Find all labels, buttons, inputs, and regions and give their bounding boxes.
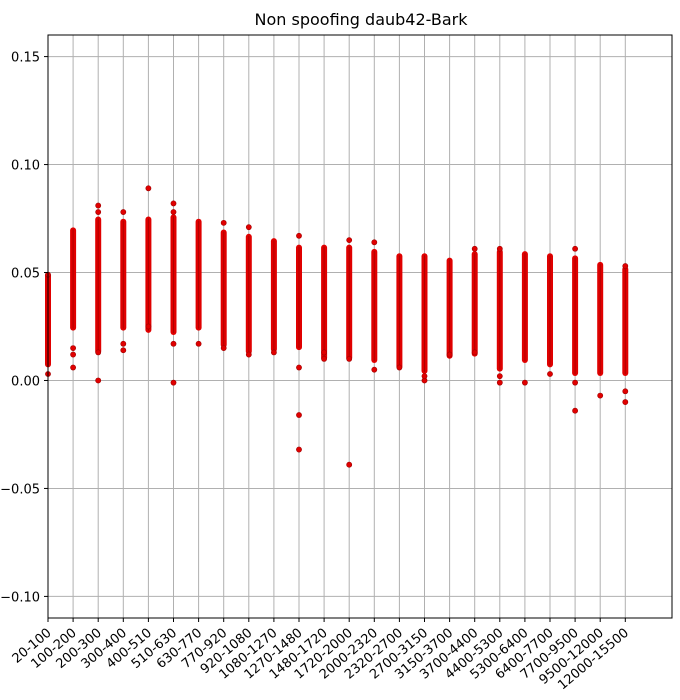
data-point bbox=[622, 388, 629, 395]
data-point bbox=[371, 239, 378, 246]
data-point bbox=[296, 446, 302, 453]
data-point bbox=[95, 349, 102, 356]
data-point bbox=[496, 245, 503, 252]
y-tick-label: −0.10 bbox=[0, 590, 40, 605]
data-point bbox=[170, 340, 177, 347]
data-point bbox=[346, 355, 353, 362]
data-point bbox=[70, 345, 76, 351]
data-point bbox=[245, 351, 252, 358]
y-tick-label: 0.05 bbox=[11, 267, 40, 282]
data-point bbox=[446, 351, 453, 358]
data-point bbox=[321, 355, 327, 362]
data-points bbox=[45, 185, 629, 468]
data-point bbox=[421, 373, 428, 380]
data-point bbox=[572, 245, 578, 252]
data-point bbox=[120, 209, 127, 215]
data-point bbox=[346, 461, 353, 468]
data-point bbox=[170, 209, 177, 215]
data-point bbox=[270, 349, 277, 356]
data-point bbox=[346, 237, 353, 244]
data-point bbox=[321, 349, 327, 356]
data-point bbox=[120, 347, 127, 354]
data-point bbox=[95, 202, 102, 209]
data-point bbox=[70, 351, 76, 358]
data-point bbox=[396, 364, 403, 371]
y-tick-label: 0.10 bbox=[11, 159, 40, 174]
data-point bbox=[145, 323, 152, 330]
data-point bbox=[296, 412, 302, 418]
y-tick-label: 0.00 bbox=[11, 374, 40, 389]
data-point bbox=[572, 379, 578, 386]
plot-frame bbox=[47, 34, 673, 619]
data-point bbox=[496, 379, 503, 386]
data-point bbox=[170, 379, 177, 386]
chart-title: Non spoofing daub42-Bark bbox=[255, 10, 469, 29]
data-point bbox=[547, 371, 553, 377]
data-point bbox=[296, 364, 302, 371]
data-point bbox=[220, 345, 227, 351]
data-point bbox=[496, 373, 503, 380]
data-point bbox=[597, 392, 604, 399]
x-axis: 20-100100-200200-300300-400400-510510-63… bbox=[10, 618, 632, 693]
data-point bbox=[296, 232, 302, 239]
data-point bbox=[95, 209, 102, 215]
data-point bbox=[471, 349, 478, 356]
data-point bbox=[572, 407, 578, 414]
data-point bbox=[622, 263, 629, 269]
data-point bbox=[622, 399, 629, 405]
y-axis: −0.10 −0.05 0.00 0.05 0.10 0.15 bbox=[0, 51, 48, 605]
grid bbox=[47, 35, 672, 618]
data-point bbox=[471, 245, 478, 252]
data-point bbox=[220, 219, 227, 226]
data-point bbox=[371, 366, 378, 373]
data-point bbox=[245, 224, 252, 231]
data-point bbox=[145, 185, 152, 192]
data-point bbox=[170, 200, 177, 207]
data-point bbox=[522, 379, 528, 386]
data-point bbox=[70, 364, 76, 371]
y-tick-label: −0.05 bbox=[0, 482, 40, 497]
y-tick-label: 0.15 bbox=[11, 51, 40, 66]
data-point bbox=[95, 377, 102, 384]
data-point bbox=[120, 340, 127, 347]
data-point bbox=[195, 340, 202, 347]
